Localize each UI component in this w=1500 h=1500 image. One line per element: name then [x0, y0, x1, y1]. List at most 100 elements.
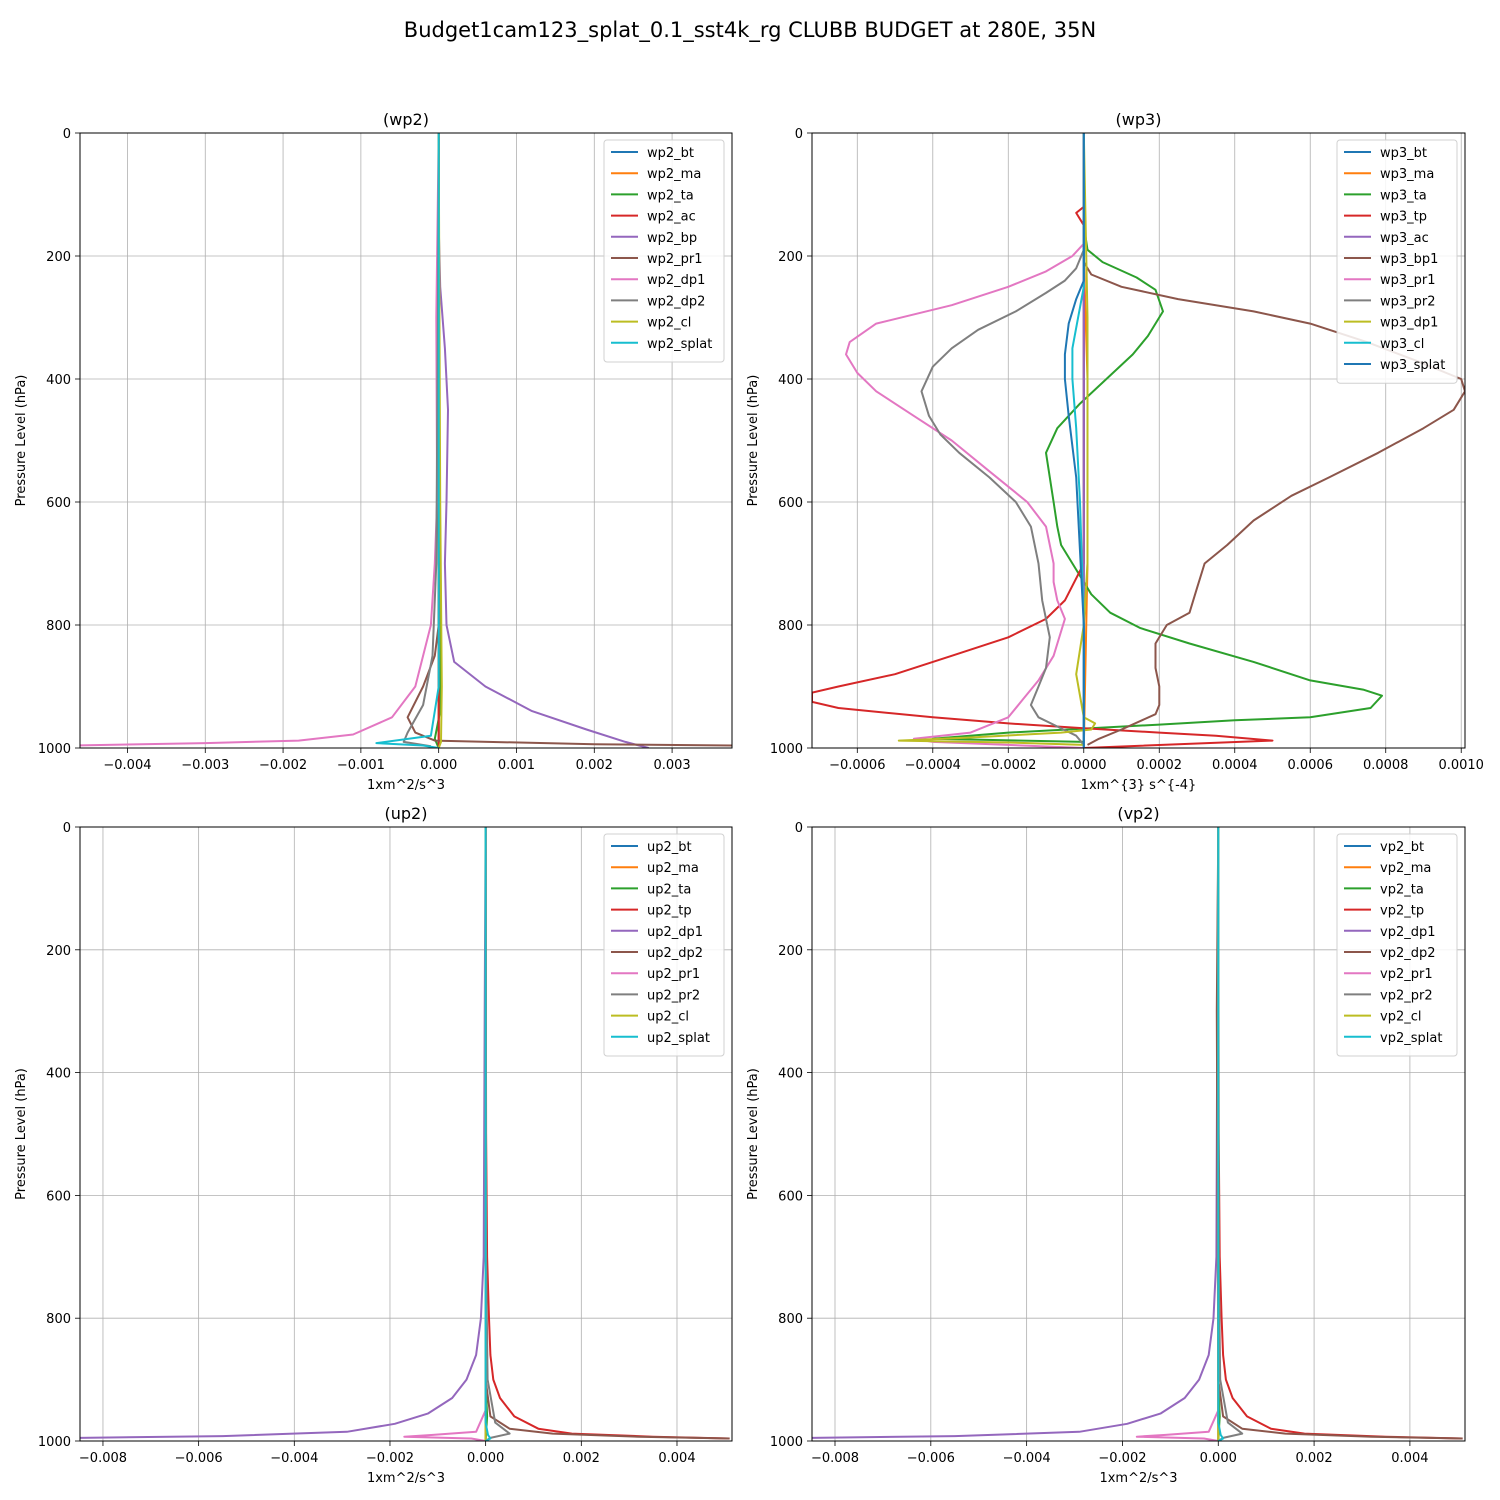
- y-tick-label: 0: [63, 127, 71, 142]
- legend-label: wp3_ma: [1380, 167, 1434, 182]
- x-tick-label: 0.0000: [1061, 758, 1107, 773]
- x-tick-label: −0.004: [1003, 1451, 1051, 1466]
- x-tick-label: −0.002: [259, 758, 307, 773]
- series-line-up2_splat: [484, 827, 492, 1441]
- y-tick-label: 1000: [770, 742, 803, 757]
- x-tick-label: −0.006: [907, 1451, 955, 1466]
- series-line-vp2_splat: [1217, 827, 1225, 1441]
- x-tick-label: −0.004: [270, 1451, 318, 1466]
- legend-label: wp2_dp1: [647, 273, 705, 288]
- y-tick-label: 200: [46, 250, 71, 265]
- legend-label: wp2_bt: [647, 146, 694, 161]
- legend-label: wp3_pr2: [1380, 294, 1436, 309]
- panel-up2: −0.008 −0.006 −0.004 −0.002 0.000 0.002 0.004 0…: [14, 804, 733, 1486]
- series-line-wp3_pr1: [845, 133, 1085, 748]
- legend-label: vp2_cl: [1380, 1010, 1421, 1025]
- legend-label: vp2_tp: [1380, 904, 1424, 919]
- axes-frame: [79, 826, 733, 1442]
- x-tick-label: 0.0006: [1287, 758, 1333, 773]
- y-tick-label: 200: [778, 250, 803, 265]
- y-tick-label: 200: [46, 944, 71, 959]
- legend-label: wp3_pr1: [1380, 273, 1436, 288]
- y-tick-label: 0: [795, 821, 803, 836]
- series-line-wp2_dp2: [402, 133, 440, 748]
- y-tick-label: 400: [778, 1067, 803, 1082]
- legend-label: up2_tp: [647, 904, 692, 919]
- y-tick-label: 1000: [38, 742, 71, 757]
- y-tick-label: 400: [778, 373, 803, 388]
- series-line-vp2_dp2: [1215, 827, 1463, 1440]
- legend-label: up2_dp1: [647, 925, 703, 940]
- series-line-wp3_pr2: [920, 133, 1085, 746]
- series-line-wp3_bp1: [1082, 133, 1465, 746]
- x-tick-label: 0.0002: [1137, 758, 1183, 773]
- panel-wp2: −0.004 −0.003 −0.002 −0.001 0.000 0.001 0.002 0…: [14, 110, 733, 793]
- x-tick-label: −0.008: [79, 1451, 127, 1466]
- legend-label: wp3_bp1: [1380, 252, 1438, 267]
- legend: up2_bt up2_ma up2_ta up2_tp up2_dp1 up2_dp2up…: [603, 833, 725, 1057]
- y-axis-label: Pressure Level (hPa): [14, 1068, 29, 1200]
- figure-title: Budget1cam123_splat_0.1_sst4k_rg CLUBB B…: [404, 18, 1096, 43]
- y-axis-label: Pressure Level (hPa): [14, 375, 29, 507]
- legend-label: wp2_ac: [647, 210, 696, 225]
- x-tick-label: −0.0002: [980, 758, 1036, 773]
- legend-label: wp3_ta: [1380, 188, 1427, 203]
- series-lines: [812, 827, 1463, 1441]
- legend-box: [1336, 833, 1458, 1057]
- y-tick-label: 600: [46, 1189, 71, 1204]
- legend-label: vp2_ma: [1380, 861, 1431, 876]
- y-tick-label: 800: [778, 619, 803, 634]
- series-line-up2_dp1: [80, 827, 487, 1439]
- x-tick-label: 0.0008: [1363, 758, 1409, 773]
- legend-label: up2_pr2: [647, 988, 700, 1003]
- series-lines: [80, 133, 732, 748]
- series-line-wp3_splat: [1063, 133, 1085, 748]
- legend-label: wp2_dp2: [647, 294, 705, 309]
- legend-label: wp2_cl: [647, 316, 691, 331]
- legend: wp2_bt wp2_ma wp2_ta wp2_ac wp2_bp wp2_pr1 wp2…: [603, 139, 725, 363]
- series-line-wp3_dp1: [897, 133, 1097, 746]
- x-tick-label: 0.0004: [1212, 758, 1258, 773]
- x-tick-label: 0.001: [498, 758, 535, 773]
- y-tick-label: 800: [778, 1312, 803, 1327]
- panel-title: (vp2): [1117, 804, 1159, 823]
- legend-label: vp2_pr1: [1380, 967, 1433, 982]
- legend-label: wp3_cl: [1380, 337, 1424, 352]
- legend-label: vp2_splat: [1380, 1031, 1442, 1046]
- panel-wp3: −0.0006 −0.0004 −0.0002 0.0000 0.0002 0.0004 0…: [746, 110, 1484, 793]
- x-tick-label: −0.002: [366, 1451, 414, 1466]
- panel-title: (wp3): [1116, 110, 1162, 129]
- x-tick-label: −0.003: [181, 758, 229, 773]
- series-line-wp2_bp: [437, 133, 649, 748]
- legend-label: vp2_bt: [1380, 840, 1424, 855]
- y-tick-label: 400: [46, 1067, 71, 1082]
- legend-label: up2_splat: [647, 1031, 710, 1046]
- legend: wp3_bt wp3_ma wp3_ta wp3_tp wp3_ac wp3_bp1 wp3…: [1336, 139, 1458, 384]
- legend-label: vp2_pr2: [1380, 988, 1433, 1003]
- axes-frame: [79, 132, 733, 749]
- legend-label: wp2_ma: [647, 167, 701, 182]
- legend: vp2_bt vp2_ma vp2_ta vp2_tp vp2_dp1 vp2_dp2vp…: [1336, 833, 1458, 1057]
- series-line-wp2_splat: [375, 133, 440, 748]
- y-tick-label: 600: [46, 496, 71, 511]
- x-tick-label: 0.002: [576, 758, 613, 773]
- x-tick-label: −0.008: [811, 1451, 859, 1466]
- y-tick-label: 0: [63, 821, 71, 836]
- series-lines: [812, 133, 1465, 748]
- legend-label: wp3_bt: [1380, 146, 1427, 161]
- axes-frame: [811, 826, 1466, 1442]
- y-tick-label: 800: [46, 619, 71, 634]
- x-tick-label: −0.002: [1098, 1451, 1146, 1466]
- y-tick-label: 600: [778, 1189, 803, 1204]
- x-tick-label: 0.003: [653, 758, 690, 773]
- legend-label: wp3_ac: [1380, 231, 1429, 246]
- legend-label: up2_pr1: [647, 967, 700, 982]
- legend-label: up2_ma: [647, 861, 699, 876]
- x-tick-label: −0.006: [175, 1451, 223, 1466]
- y-tick-label: 200: [778, 944, 803, 959]
- x-tick-label: −0.0004: [905, 758, 961, 773]
- panel-title: (up2): [385, 804, 428, 823]
- x-axis-label: 1xm^2/s^3: [1099, 1471, 1177, 1486]
- x-tick-label: 0.0010: [1438, 758, 1484, 773]
